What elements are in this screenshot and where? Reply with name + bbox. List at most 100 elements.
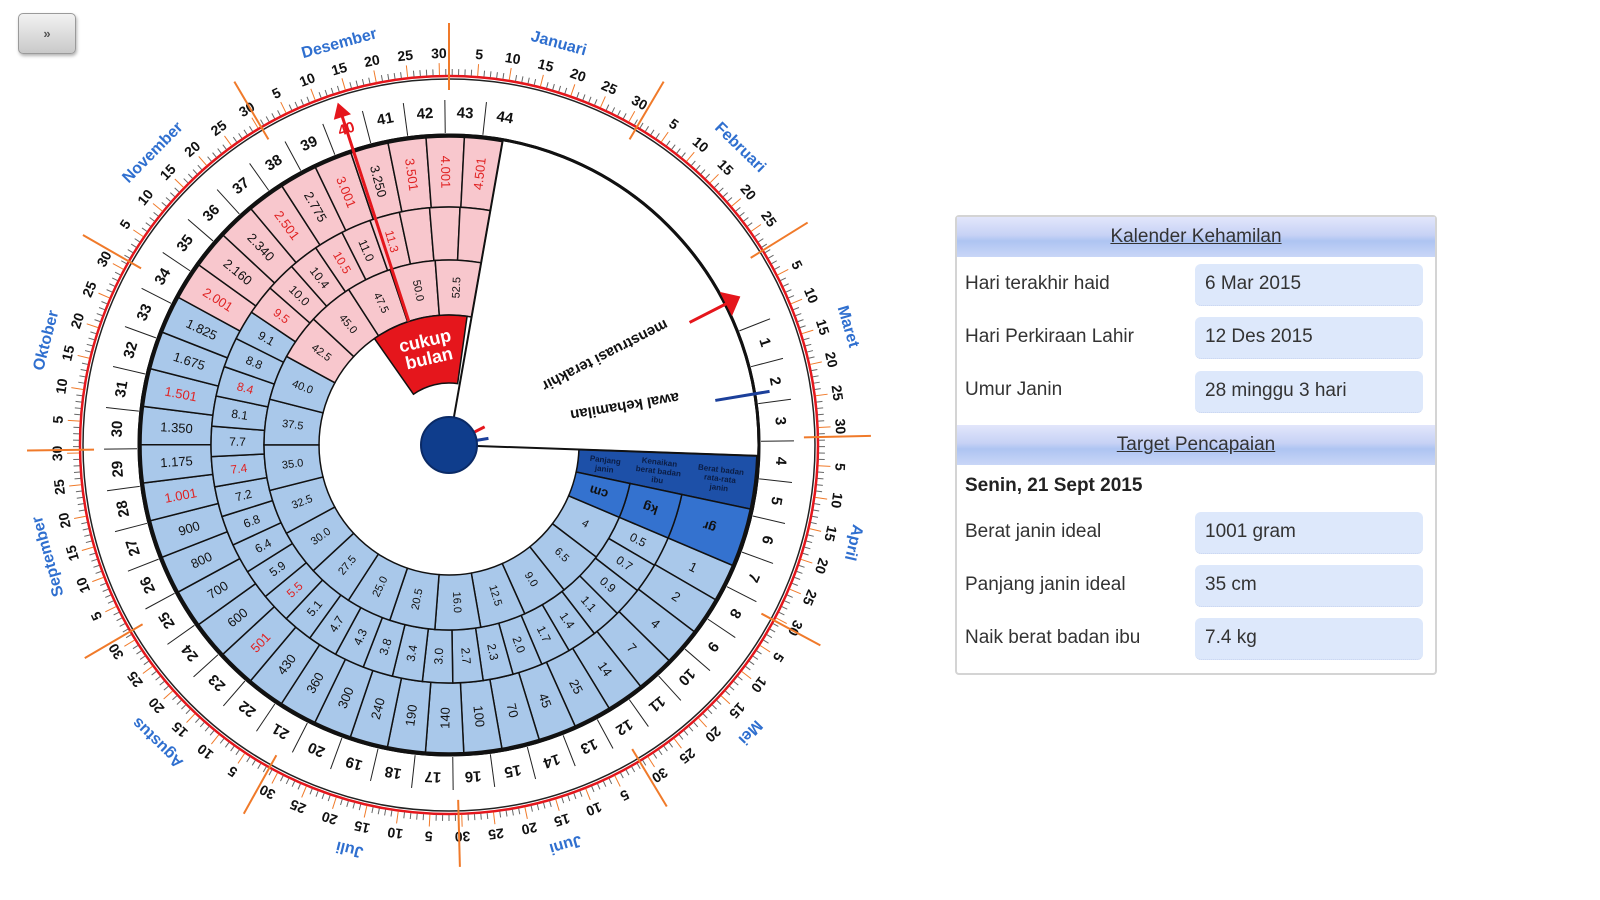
mother-gain-label: Naik berat badan ibu [965,627,1141,648]
day-tick [230,745,235,752]
month-boundary-tick [82,234,142,270]
week-number: 3 [771,416,789,426]
day-tick [579,790,583,797]
fetal-weight-label: Berat janin ideal [965,521,1102,542]
week-tick [284,141,302,171]
center-pivot[interactable] [420,416,478,474]
week-tick [750,357,784,368]
conception-pointer-line [448,389,770,447]
day-tick [260,119,264,126]
day-tick [743,217,749,222]
day-tick [663,745,668,752]
week-number: 21 [269,720,292,743]
day-tick [361,78,365,86]
unit-cell-length [567,471,631,519]
week-tick [187,218,214,242]
day-tick [542,802,546,809]
day-tick [330,87,334,94]
day-tick [371,807,374,814]
day-number: 30 [236,98,258,120]
month-boundary-tick [628,81,665,140]
month-boundary-tick [27,448,95,452]
week-number: 34 [151,265,174,289]
day-tick [539,74,544,87]
day-tick [729,685,735,691]
day-tick [86,343,93,347]
day-tick [124,254,130,259]
day-tick [769,628,776,633]
week-tick [127,558,159,572]
week-tick [114,522,148,533]
day-number: 5 [475,46,484,63]
day-tick [416,813,418,820]
week-number: 36 [200,201,224,225]
day-tick [387,73,390,81]
day-tick [98,292,110,299]
day-number: 25 [50,478,68,495]
day-tick [809,528,822,532]
day-tick [683,730,689,736]
day-number: 15 [552,810,572,830]
day-number: 15 [58,343,77,362]
day-tick [552,83,555,90]
day-tick [74,515,87,520]
day-tick [711,704,717,710]
fetal-age-field[interactable]: 28 minggu 3 hari [1195,371,1423,413]
next-button[interactable]: » [18,13,76,54]
day-tick [772,623,779,627]
day-tick [207,156,212,162]
week-tick [256,703,276,732]
inner-dial[interactable]: 1234567891011121314151617181920212223242… [104,100,794,790]
day-tick [508,68,512,81]
day-number: 5 [269,84,283,102]
week-tick [291,722,308,753]
day-tick [549,800,552,807]
length-ring-value: 35.0 [281,457,304,472]
weight-ring-value: 900 [176,518,201,539]
week-tick [106,485,140,492]
month-label: Januari [529,28,588,59]
lmp-pointer-arrow-icon [719,291,741,317]
day-number: 30 [649,764,671,786]
day-tick [76,496,83,499]
week-number: 7 [744,570,763,584]
gain-ring-value: 3.8 [376,636,394,656]
day-tick [271,772,278,784]
lmp-field[interactable]: 6 Mar 2015 [1195,264,1423,306]
day-tick [731,198,742,207]
mother-gain-field[interactable]: 7.4 kg [1195,618,1423,660]
week-number: 10 [675,665,699,689]
day-tick [597,783,601,790]
day-tick [570,84,576,96]
month-label: November [119,119,186,187]
week-number: 9 [704,638,723,655]
day-tick [149,217,155,222]
day-tick [647,756,655,768]
week-number: 16 [464,767,482,785]
day-number: 30 [454,829,470,846]
weight-ring-value: 140 [437,707,452,729]
day-tick [602,781,607,787]
day-tick [505,810,508,817]
day-tick [801,329,814,335]
due-date-field[interactable]: 12 Des 2015 [1195,317,1423,359]
day-tick [617,110,621,116]
day-tick [620,772,624,779]
gain-ring-value: 0.5 [627,530,648,550]
day-tick [300,99,304,106]
day-number: 10 [504,49,522,67]
fetal-weight-field[interactable]: 1001 gram [1195,512,1423,554]
due-week-arrow-icon [333,102,352,120]
weight-ring-value: 1.501 [163,384,198,405]
pregnancy-wheel[interactable]: 5 10 15 202530Januari510152025Februari51015… [0,0,900,900]
day-tick [85,540,92,544]
day-tick [324,89,328,96]
fetal-length-field[interactable]: 35 cm [1195,565,1423,607]
day-tick [187,173,193,179]
gain-ring-value: 1.7 [534,623,554,644]
day-tick [428,814,431,827]
day-tick [799,325,806,329]
day-number: 10 [297,69,318,90]
week-tick [596,719,614,749]
day-number: 20 [181,138,203,160]
